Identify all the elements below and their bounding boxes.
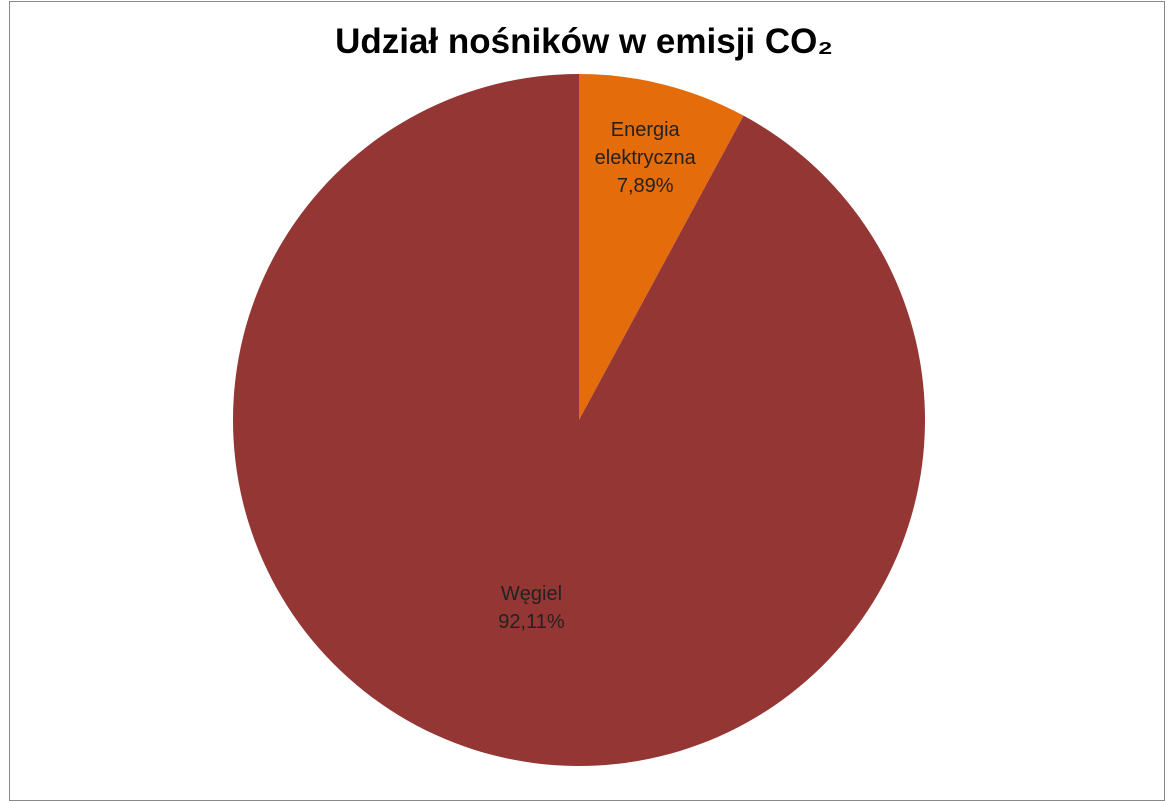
category-label: Węgiel	[500, 582, 563, 605]
pie-slice	[579, 74, 744, 420]
category-label: Energia elektryczna	[594, 119, 696, 170]
chart-title: Udział nośników w emisji CO₂	[335, 22, 833, 61]
value-label: 7,89%	[616, 175, 674, 198]
value-label: 92,11%	[498, 610, 565, 633]
pie-slice	[233, 74, 925, 766]
slice-label: Energia elektryczna 7,89%	[580, 116, 710, 200]
slice-label: Węgiel 92,11%	[466, 580, 596, 636]
